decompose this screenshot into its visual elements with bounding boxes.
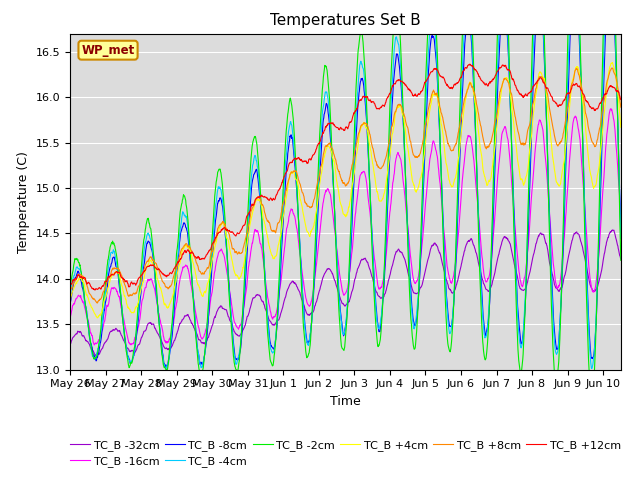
TC_B +8cm: [93, 300, 101, 306]
Line: TC_B -16cm: TC_B -16cm: [70, 109, 621, 345]
TC_B +4cm: [312, 211, 319, 217]
TC_B -2cm: [67, 282, 74, 288]
Line: TC_B +8cm: TC_B +8cm: [70, 68, 621, 303]
TC_B -8cm: [617, 228, 625, 233]
Title: Temperatures Set B: Temperatures Set B: [270, 13, 421, 28]
TC_B -2cm: [132, 338, 140, 344]
TC_B +12cm: [312, 148, 319, 154]
Line: TC_B -32cm: TC_B -32cm: [70, 230, 621, 356]
Line: TC_B +12cm: TC_B +12cm: [70, 64, 621, 290]
TC_B +8cm: [109, 266, 117, 272]
TC_B -8cm: [380, 284, 388, 289]
Line: TC_B -8cm: TC_B -8cm: [70, 0, 621, 368]
Text: WP_met: WP_met: [81, 44, 134, 57]
TC_B -16cm: [300, 285, 308, 291]
TC_B -16cm: [109, 286, 117, 292]
TC_B -2cm: [312, 242, 319, 248]
TC_B -4cm: [322, 89, 330, 95]
TC_B +12cm: [300, 158, 308, 164]
TC_B -32cm: [312, 300, 319, 306]
TC_B -32cm: [132, 348, 140, 354]
TC_B +8cm: [312, 189, 319, 195]
TC_B -2cm: [321, 63, 329, 69]
TC_B +4cm: [609, 60, 616, 65]
TC_B -2cm: [380, 284, 387, 289]
TC_B -2cm: [109, 241, 117, 247]
TC_B -8cm: [312, 255, 319, 261]
TC_B -32cm: [617, 256, 625, 262]
TC_B +12cm: [67, 280, 74, 286]
TC_B +8cm: [380, 161, 388, 167]
TC_B -16cm: [312, 268, 319, 274]
TC_B -4cm: [162, 366, 170, 372]
Line: TC_B -2cm: TC_B -2cm: [70, 0, 621, 396]
Legend: TC_B -32cm, TC_B -16cm, TC_B -8cm, TC_B -4cm, TC_B -2cm, TC_B +4cm, TC_B +8cm, T: TC_B -32cm, TC_B -16cm, TC_B -8cm, TC_B …: [66, 435, 625, 471]
TC_B -16cm: [132, 332, 140, 337]
TC_B +8cm: [617, 104, 625, 110]
TC_B +12cm: [91, 287, 99, 293]
TC_B -32cm: [609, 227, 616, 233]
TC_B -2cm: [617, 257, 625, 263]
Line: TC_B -4cm: TC_B -4cm: [70, 0, 621, 369]
TC_B +4cm: [300, 216, 308, 222]
TC_B -8cm: [322, 104, 330, 110]
TC_B -4cm: [67, 291, 74, 297]
TC_B +8cm: [67, 285, 74, 291]
TC_B -4cm: [300, 317, 308, 323]
Line: TC_B +4cm: TC_B +4cm: [70, 62, 621, 318]
TC_B -16cm: [380, 272, 388, 277]
TC_B +4cm: [67, 297, 74, 302]
TC_B -32cm: [92, 353, 99, 359]
TC_B -32cm: [380, 294, 388, 300]
TC_B -16cm: [607, 106, 614, 112]
TC_B +12cm: [380, 103, 388, 108]
Y-axis label: Temperature (C): Temperature (C): [17, 151, 30, 252]
TC_B -4cm: [312, 242, 319, 248]
TC_B -8cm: [132, 343, 140, 348]
TC_B -8cm: [163, 365, 170, 371]
TC_B +4cm: [322, 148, 330, 154]
TC_B -2cm: [588, 393, 596, 399]
TC_B +4cm: [93, 315, 101, 321]
TC_B -4cm: [109, 249, 117, 255]
TC_B +8cm: [132, 290, 140, 296]
TC_B +8cm: [608, 65, 616, 71]
TC_B +8cm: [322, 143, 330, 149]
TC_B -16cm: [90, 342, 98, 348]
TC_B -4cm: [617, 236, 625, 241]
X-axis label: Time: Time: [330, 395, 361, 408]
TC_B -2cm: [300, 328, 308, 334]
TC_B -32cm: [109, 327, 117, 333]
TC_B +4cm: [380, 191, 388, 197]
TC_B -8cm: [109, 255, 117, 261]
TC_B -16cm: [322, 190, 330, 195]
TC_B -16cm: [617, 211, 625, 216]
TC_B -8cm: [300, 314, 308, 320]
TC_B -8cm: [67, 300, 74, 305]
TC_B +8cm: [300, 196, 308, 202]
TC_B -4cm: [132, 338, 140, 344]
TC_B +4cm: [617, 124, 625, 130]
TC_B -32cm: [67, 341, 74, 347]
TC_B +12cm: [617, 96, 625, 102]
TC_B +12cm: [109, 272, 117, 278]
TC_B +4cm: [109, 271, 117, 276]
TC_B +12cm: [466, 61, 474, 67]
TC_B -32cm: [322, 269, 330, 275]
TC_B -32cm: [300, 303, 308, 309]
TC_B +12cm: [132, 282, 140, 288]
TC_B -4cm: [380, 274, 388, 280]
TC_B +12cm: [322, 124, 330, 130]
TC_B -16cm: [67, 314, 74, 320]
TC_B +4cm: [132, 305, 140, 311]
